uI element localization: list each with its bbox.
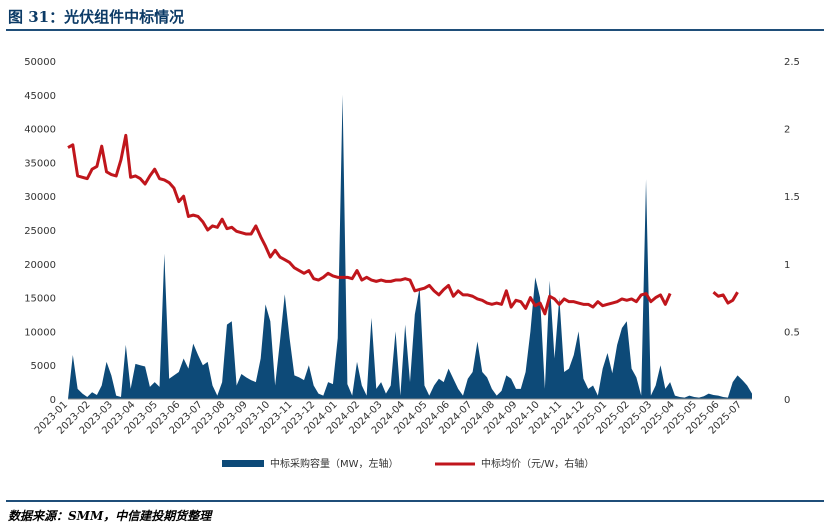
- legend-label-capacity: 中标采购容量（MW，左轴）: [270, 457, 399, 470]
- title-rule: [6, 29, 824, 31]
- series-capacity-area: [68, 94, 752, 400]
- figure-title: 图 31：光伏组件中标情况: [8, 8, 185, 26]
- y-left-tick-label: 15000: [24, 294, 56, 305]
- plot-area: [67, 94, 752, 400]
- series-price-line: [67, 133, 739, 316]
- y-right-tick-label: 0: [784, 395, 790, 406]
- y-right-tick-label: 2: [784, 125, 790, 136]
- x-axis: 2023-012023-022023-032023-042023-052023-…: [33, 399, 744, 436]
- legend: 中标采购容量（MW，左轴） 中标均价（元/W，右轴）: [222, 457, 594, 470]
- legend-swatch-capacity: [222, 460, 264, 467]
- y-right-tick-label: 1: [784, 260, 790, 271]
- chart: 5000045000400003500030000250002000015000…: [24, 57, 800, 470]
- y-left-tick-label: 10000: [24, 327, 56, 338]
- y-left-tick-label: 40000: [24, 125, 56, 136]
- y-left-tick-label: 0: [50, 395, 56, 406]
- y-right-tick-label: 2.5: [784, 57, 800, 68]
- y-left-tick-label: 45000: [24, 91, 56, 102]
- y-right-axis: 2.5 2 1.5 1 0.5 0: [784, 57, 800, 406]
- y-left-tick-label: 20000: [24, 260, 56, 271]
- y-right-tick-label: 0.5: [784, 327, 800, 338]
- y-left-tick-label: 30000: [24, 192, 56, 203]
- y-right-tick-label: 1.5: [784, 192, 800, 203]
- y-left-tick-label: 35000: [24, 158, 56, 169]
- y-left-axis: 5000045000400003500030000250002000015000…: [24, 57, 56, 406]
- y-left-tick-label: 50000: [24, 57, 56, 68]
- footer-rule: [6, 500, 824, 502]
- y-left-tick-label: 25000: [24, 226, 56, 237]
- y-left-tick-label: 5000: [31, 361, 56, 372]
- legend-label-price: 中标均价（元/W，右轴）: [481, 457, 594, 470]
- source-note: 数据来源：SMM，中信建投期货整理: [8, 509, 212, 523]
